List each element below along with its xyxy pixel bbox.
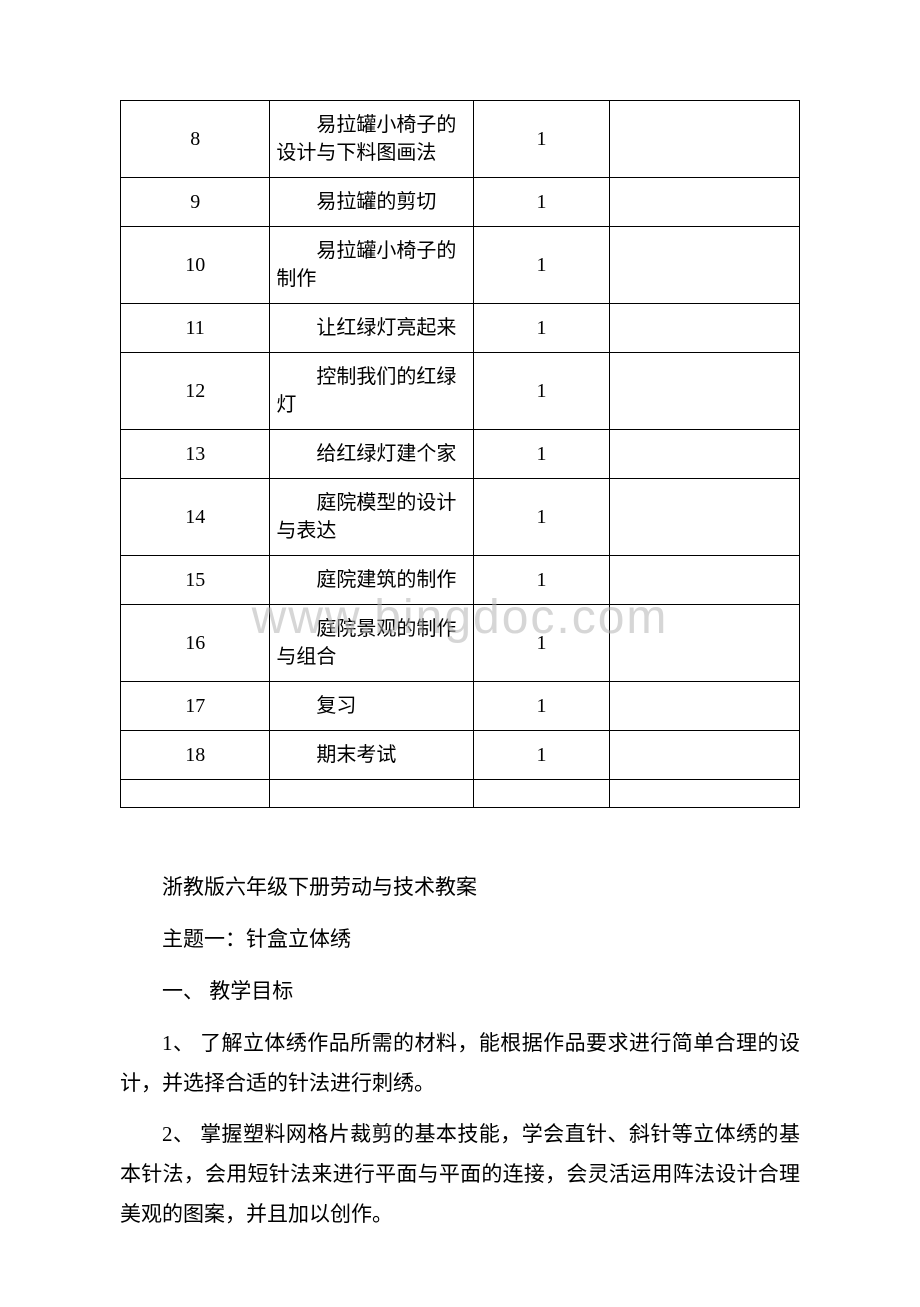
table-cell-note xyxy=(609,479,799,556)
document-page: www.bingdoc.com 8易拉罐小椅子的设计与下料图画法19易拉罐的剪切… xyxy=(0,0,920,1307)
table-cell-hours: 1 xyxy=(474,556,610,605)
table-cell-note xyxy=(609,682,799,731)
body-text-section: 浙教版六年级下册劳动与技术教案主题一：针盒立体绣一、 教学目标 1、 了解立体绣作… xyxy=(120,868,800,1235)
table-row: 15庭院建筑的制作1 xyxy=(121,556,800,605)
table-row: 17复习1 xyxy=(121,682,800,731)
table-row: 8易拉罐小椅子的设计与下料图画法1 xyxy=(121,101,800,178)
table-cell-note xyxy=(609,556,799,605)
table-row: 12控制我们的红绿灯1 xyxy=(121,353,800,430)
table-cell-note xyxy=(609,101,799,178)
body-paragraph: 1、 了解立体绣作品所需的材料，能根据作品要求进行简单合理的设计，并选择合适的针… xyxy=(120,1024,800,1104)
table-row: 10易拉罐小椅子的制作1 xyxy=(121,227,800,304)
table-cell-note xyxy=(609,178,799,227)
table-cell-note xyxy=(609,304,799,353)
table-row: 14庭院模型的设计与表达1 xyxy=(121,479,800,556)
table-row: 18期末考试1 xyxy=(121,731,800,780)
body-paragraph: 2、 掌握塑料网格片裁剪的基本技能，学会直针、斜针等立体绣的基本针法，会用短针法… xyxy=(120,1115,800,1235)
table-cell-topic: 控制我们的红绿灯 xyxy=(270,353,474,430)
table-cell-topic: 期末考试 xyxy=(270,731,474,780)
table-cell-num: 14 xyxy=(121,479,270,556)
table-cell-num: 16 xyxy=(121,605,270,682)
table-row: 11让红绿灯亮起来1 xyxy=(121,304,800,353)
body-paragraph: 浙教版六年级下册劳动与技术教案 xyxy=(120,868,800,908)
table-cell-empty xyxy=(270,780,474,808)
table-cell-num: 11 xyxy=(121,304,270,353)
table-cell-num: 9 xyxy=(121,178,270,227)
table-cell-topic: 庭院景观的制作与组合 xyxy=(270,605,474,682)
table-cell-num: 17 xyxy=(121,682,270,731)
table-cell-hours: 1 xyxy=(474,430,610,479)
schedule-table-body: 8易拉罐小椅子的设计与下料图画法19易拉罐的剪切110易拉罐小椅子的制作111让… xyxy=(121,101,800,808)
table-cell-hours: 1 xyxy=(474,605,610,682)
schedule-table: 8易拉罐小椅子的设计与下料图画法19易拉罐的剪切110易拉罐小椅子的制作111让… xyxy=(120,100,800,808)
table-cell-topic: 易拉罐小椅子的设计与下料图画法 xyxy=(270,101,474,178)
table-cell-num: 13 xyxy=(121,430,270,479)
table-cell-topic: 庭院建筑的制作 xyxy=(270,556,474,605)
table-row: 16庭院景观的制作与组合1 xyxy=(121,605,800,682)
table-cell-topic: 让红绿灯亮起来 xyxy=(270,304,474,353)
table-cell-note xyxy=(609,731,799,780)
table-cell-empty xyxy=(609,780,799,808)
table-cell-hours: 1 xyxy=(474,731,610,780)
table-cell-topic: 易拉罐小椅子的制作 xyxy=(270,227,474,304)
table-cell-topic: 复习 xyxy=(270,682,474,731)
table-cell-topic: 给红绿灯建个家 xyxy=(270,430,474,479)
table-cell-num: 10 xyxy=(121,227,270,304)
table-cell-note xyxy=(609,353,799,430)
body-paragraph: 主题一：针盒立体绣 xyxy=(120,920,800,960)
table-row-empty xyxy=(121,780,800,808)
table-cell-hours: 1 xyxy=(474,227,610,304)
table-cell-hours: 1 xyxy=(474,479,610,556)
table-cell-topic: 庭院模型的设计与表达 xyxy=(270,479,474,556)
table-cell-note xyxy=(609,430,799,479)
table-cell-note xyxy=(609,227,799,304)
table-cell-hours: 1 xyxy=(474,178,610,227)
table-cell-empty xyxy=(474,780,610,808)
table-cell-note xyxy=(609,605,799,682)
table-cell-hours: 1 xyxy=(474,682,610,731)
table-cell-hours: 1 xyxy=(474,353,610,430)
table-row: 9易拉罐的剪切1 xyxy=(121,178,800,227)
table-cell-hours: 1 xyxy=(474,304,610,353)
table-cell-topic: 易拉罐的剪切 xyxy=(270,178,474,227)
table-cell-empty xyxy=(121,780,270,808)
table-cell-num: 18 xyxy=(121,731,270,780)
table-cell-num: 15 xyxy=(121,556,270,605)
table-cell-num: 8 xyxy=(121,101,270,178)
body-paragraph: 一、 教学目标 xyxy=(120,972,800,1012)
table-row: 13给红绿灯建个家1 xyxy=(121,430,800,479)
table-cell-hours: 1 xyxy=(474,101,610,178)
table-cell-num: 12 xyxy=(121,353,270,430)
